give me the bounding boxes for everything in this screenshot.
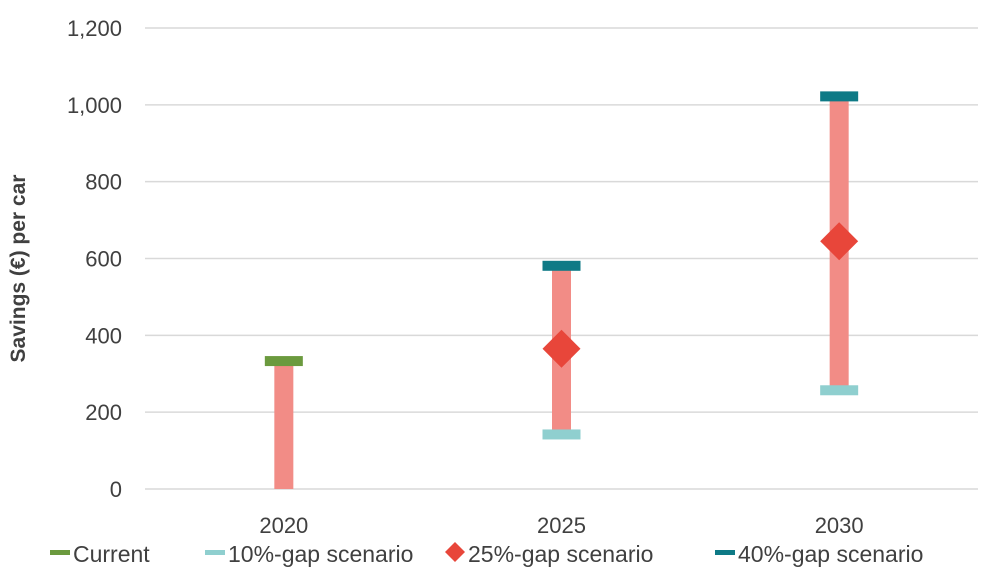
x-tick-label: 2020 [259,513,308,538]
legend-swatch [205,550,225,555]
legend-label: 25%-gap scenario [468,541,653,567]
legend: Current 10%-gap scenario 25%-gap scenario 4… [50,541,923,567]
y-tick-label: 600 [85,247,122,272]
legend-swatch [715,550,735,555]
y-tick-label: 0 [110,477,122,502]
marker-diamond [820,222,859,261]
y-tick-label: 400 [85,323,122,348]
y-tick-label: 1,000 [67,93,122,118]
marker-dash [820,91,859,102]
marker-dash [542,429,581,440]
y-tick-label: 800 [85,170,122,195]
marker-dash [542,260,581,271]
x-tick-label: 2025 [537,513,586,538]
marker-dash [264,356,303,367]
x-tick-label: 2030 [815,513,864,538]
x-axis-ticks: 2020 2025 2030 [259,513,863,538]
legend-label: Current [73,541,150,567]
legend-label: 40%-gap scenario [738,541,923,567]
y-axis-label: Savings (€) per car [7,175,30,363]
markers [264,91,859,440]
range-bar [274,362,294,489]
y-tick-label: 1,200 [67,16,122,41]
marker-diamond [542,329,581,368]
legend-label: 10%-gap scenario [228,541,413,567]
legend-swatch [50,550,70,555]
marker-dash [820,385,859,396]
y-axis-ticks: 0 200 400 600 800 1,000 1,200 [67,16,122,502]
y-tick-label: 200 [85,400,122,425]
legend-swatch [445,542,465,562]
